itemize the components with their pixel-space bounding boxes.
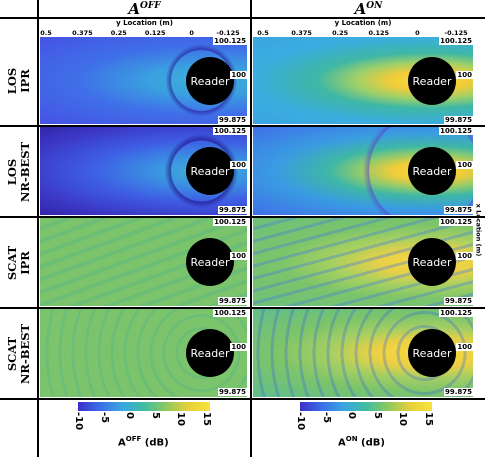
colorbar-tick-label: 10 [397,412,408,426]
colorbar-on [300,402,432,411]
column-title-off: AOFF [128,0,161,18]
heatmap-off-los-ipr: Reader [40,37,247,124]
x-tick-label: 0.125 [368,29,390,37]
x-tick-label: 0 [189,29,194,37]
colorbar-tick-label: 10 [175,412,186,426]
colorbar-tick-label: -10 [295,412,306,431]
reader-marker: Reader [408,238,456,286]
reader-marker: Reader [186,57,234,105]
heatmap-off-scat-ipr: Reader [40,218,247,306]
y-tick-label: 100.125 [439,127,473,135]
y-tick-label: 99.875 [443,297,473,305]
y-tick-label: 100.125 [439,309,473,317]
heatmap-on-scat-ipr: Reader [253,218,473,306]
reader-marker: Reader [408,329,456,377]
x-tick-label: -0.125 [444,29,468,37]
row-divider-4 [0,398,485,400]
y-tick-label: 100.125 [213,37,247,45]
y-tick-label: 100 [230,252,247,260]
y-tick-label: 100 [456,343,473,351]
heatmap-off-scat-nr-best: Reader [40,309,247,397]
colorbar-tick-label: -10 [73,412,84,431]
heatmap-on-los-ipr: Reader [253,37,473,124]
y-tick-label: 100 [230,161,247,169]
y-tick-label: 99.875 [217,388,247,396]
x-tick-label: -0.125 [216,29,240,37]
x-tick-label: 0 [415,29,420,37]
y-tick-label: 99.875 [443,116,473,124]
colorbar-tick-label: 0 [346,412,357,419]
row-label-los-ipr: LOS IPR [4,67,32,95]
y-axis-label: x Location (m) [474,203,482,257]
y-tick-label: 100.125 [439,37,473,45]
left-divider [37,0,39,457]
y-tick-label: 99.875 [217,297,247,305]
y-tick-label: 100 [230,343,247,351]
column-title-on: AON [354,0,383,18]
row-label-scat-nr-best: SCAT NR-BEST [5,323,33,384]
y-tick-label: 100.125 [213,127,247,135]
y-tick-label: 100.125 [439,218,473,226]
colorbar-tick-label: 15 [200,412,212,426]
x-tick-label: 0.25 [332,29,349,37]
x-tick-label: 0.25 [110,29,127,37]
y-tick-label: 99.875 [217,116,247,124]
y-tick-label: 100 [456,161,473,169]
colorbar-label-on: AON (dB) [338,435,385,449]
y-tick-label: 99.875 [443,388,473,396]
y-tick-label: 100 [230,71,247,79]
y-tick-label: 99.875 [443,206,473,214]
center-divider [250,0,252,457]
x-tick-label: 0.5 [40,29,52,37]
x-axis-label-on: y Location (m) [334,19,392,27]
y-tick-label: 100.125 [213,218,247,226]
x-tick-label: 0.375 [72,29,93,37]
row-label-scat-ipr: SCAT IPR [5,245,32,280]
y-tick-label: 100 [456,71,473,79]
row-divider-1 [0,125,485,127]
header-divider [0,17,485,19]
colorbar-tick-label: -5 [320,412,332,424]
reader-marker: Reader [186,329,234,377]
x-axis-label-off: y Location (m) [116,19,173,27]
heatmap-on-scat-nr-best: Reader [253,309,473,397]
reader-marker: Reader [186,238,234,286]
colorbar-off [78,402,210,411]
reader-marker: Reader [408,147,456,195]
heatmap-on-los-nr-best: Reader [253,127,473,215]
row-label-los-nr-best: LOS NR-BEST [5,141,33,202]
x-tick-label: 0.5 [257,29,269,37]
colorbar-tick-label: 5 [149,412,161,419]
colorbar-tick-label: 0 [124,412,135,419]
x-tick-label: 0.125 [144,29,166,37]
y-tick-label: 100.125 [213,309,247,317]
x-tick-label: 0.375 [291,29,312,37]
heatmap-off-los-nr-best: Reader [40,127,247,215]
reader-marker: Reader [186,147,234,195]
colorbar-tick-label: 15 [422,412,434,426]
reader-marker: Reader [408,57,456,105]
y-tick-label: 99.875 [217,206,247,214]
colorbar-label-off: AOFF (dB) [118,435,169,449]
colorbar-tick-label: 5 [371,412,383,419]
colorbar-tick-label: -5 [98,412,110,424]
row-divider-3 [0,307,485,309]
y-tick-label: 100 [456,252,473,260]
row-divider-2 [0,216,485,218]
